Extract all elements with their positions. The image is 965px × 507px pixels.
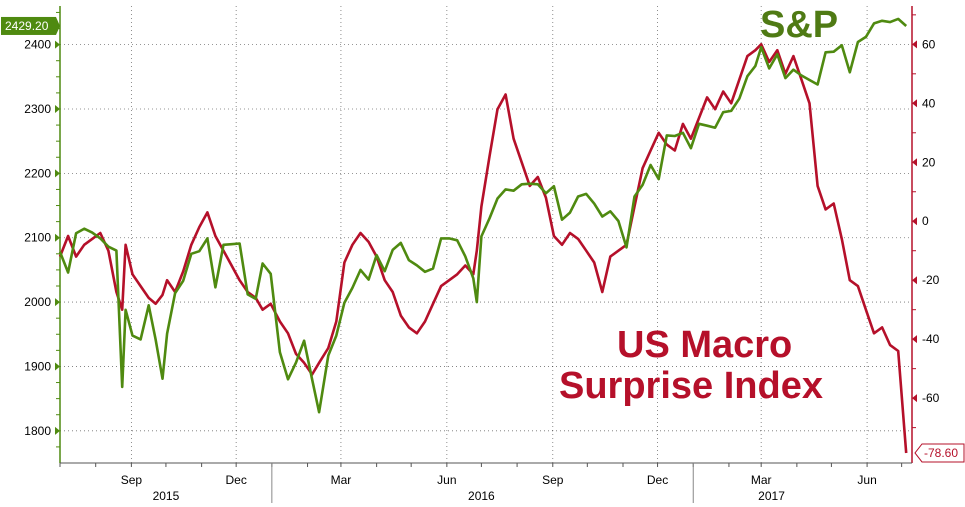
x-month-label: Dec bbox=[225, 473, 246, 487]
x-year-label: 2016 bbox=[468, 489, 495, 503]
axes bbox=[55, 6, 917, 503]
x-month-label: Sep bbox=[121, 473, 143, 487]
left-axis-tick bbox=[55, 362, 60, 371]
sp-last-value-badge-arrow bbox=[56, 16, 60, 35]
right-axis-tick bbox=[912, 217, 917, 226]
x-month-label: Jun bbox=[437, 473, 456, 487]
x-month-label: Jun bbox=[857, 473, 876, 487]
right-axis-tick-label: 60 bbox=[922, 37, 936, 51]
right-axis-tick bbox=[912, 276, 917, 285]
right-axis-tick bbox=[912, 40, 917, 49]
left-axis-tick bbox=[55, 233, 60, 242]
axis-labels: 2400 2300 2200 2100 2000 1900 1800 60 40 20 0 -20 -4… bbox=[1, 16, 965, 503]
left-axis-tick bbox=[55, 169, 60, 178]
left-axis-tick-label: 1900 bbox=[24, 359, 51, 373]
sp-series-line bbox=[58, 17, 908, 414]
x-year-label: 2017 bbox=[758, 489, 785, 503]
x-month-label: Sep bbox=[542, 473, 564, 487]
left-axis-tick-label: 2200 bbox=[24, 166, 51, 180]
right-axis-tick-label: 40 bbox=[922, 96, 936, 110]
macro-series-title-line1: US Macro bbox=[617, 324, 792, 366]
x-year-label: 2015 bbox=[153, 489, 180, 503]
left-axis-tick bbox=[55, 298, 60, 307]
left-axis-tick bbox=[55, 40, 60, 49]
right-axis-tick bbox=[912, 158, 917, 167]
right-axis-tick-label: -40 bbox=[922, 332, 940, 346]
right-axis-tick-label: -60 bbox=[922, 391, 940, 405]
right-axis-tick-label: 0 bbox=[922, 214, 929, 228]
macro-surprise-series-line bbox=[58, 42, 908, 454]
macro-series-title-line2: Surprise Index bbox=[559, 365, 823, 407]
x-month-label: Mar bbox=[331, 473, 352, 487]
right-axis-tick bbox=[912, 394, 917, 403]
left-axis-tick-label: 2100 bbox=[24, 231, 51, 245]
left-axis-tick-label: 2400 bbox=[24, 38, 51, 52]
x-month-label: Mar bbox=[751, 473, 772, 487]
x-month-label: Dec bbox=[647, 473, 668, 487]
macro-last-value-label: -78.60 bbox=[924, 446, 958, 460]
left-axis-tick-label: 2300 bbox=[24, 102, 51, 116]
sp-series-title: S&P bbox=[760, 4, 838, 46]
left-axis-tick-label: 2000 bbox=[24, 295, 51, 309]
sp-last-value-label: 2429.20 bbox=[5, 19, 49, 33]
series-layer bbox=[58, 17, 908, 454]
right-axis-tick-label: -20 bbox=[922, 273, 940, 287]
right-axis-tick-label: 20 bbox=[922, 155, 936, 169]
right-axis-tick bbox=[912, 99, 917, 108]
left-axis-tick bbox=[55, 426, 60, 435]
left-axis-tick bbox=[55, 104, 60, 113]
right-axis-tick bbox=[912, 335, 917, 344]
left-axis-tick-label: 1800 bbox=[24, 424, 51, 438]
macro-last-value-badge bbox=[914, 443, 965, 463]
sp-last-value-badge bbox=[1, 16, 56, 35]
